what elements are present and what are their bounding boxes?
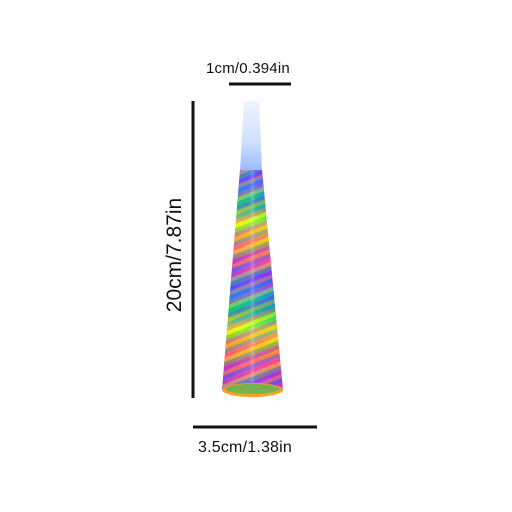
height-label: 20cm/7.87in [163,197,186,313]
horn-tip [240,101,262,170]
party-horn [222,101,283,397]
top-width-label: 1cm/0.394in [206,60,290,77]
horn-shine [222,170,283,390]
horn-base-ring-highlight [225,384,280,394]
base-width-label: 3.5cm/1.38in [198,439,293,456]
